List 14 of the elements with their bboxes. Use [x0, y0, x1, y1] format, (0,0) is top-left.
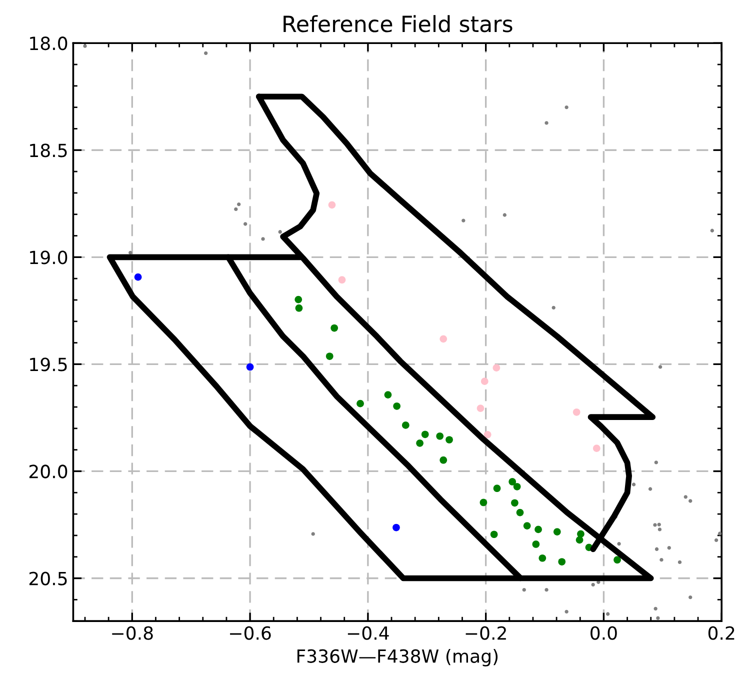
y-tick-label: 18.0: [30, 36, 68, 50]
x-tick-label: 0.2: [708, 626, 734, 640]
x-tick-label: −0.2: [466, 626, 506, 640]
y-tick-label: 20.5: [29, 572, 67, 586]
x-axis-title: F336W—F438W (mag): [297, 648, 498, 666]
y-tick-label: 19.5: [30, 358, 67, 372]
y-tick-label: 20.0: [29, 464, 68, 478]
x-tick-label: 0.0: [590, 626, 617, 640]
x-tick-label: −0.8: [112, 626, 153, 640]
x-tick-label: −0.6: [230, 626, 271, 640]
y-tick-label: 18.5: [30, 144, 67, 158]
x-tick-label: −0.4: [348, 626, 389, 640]
y-tick-label: 19.0: [30, 250, 68, 264]
chart-title: Reference Field stars: [284, 15, 512, 32]
